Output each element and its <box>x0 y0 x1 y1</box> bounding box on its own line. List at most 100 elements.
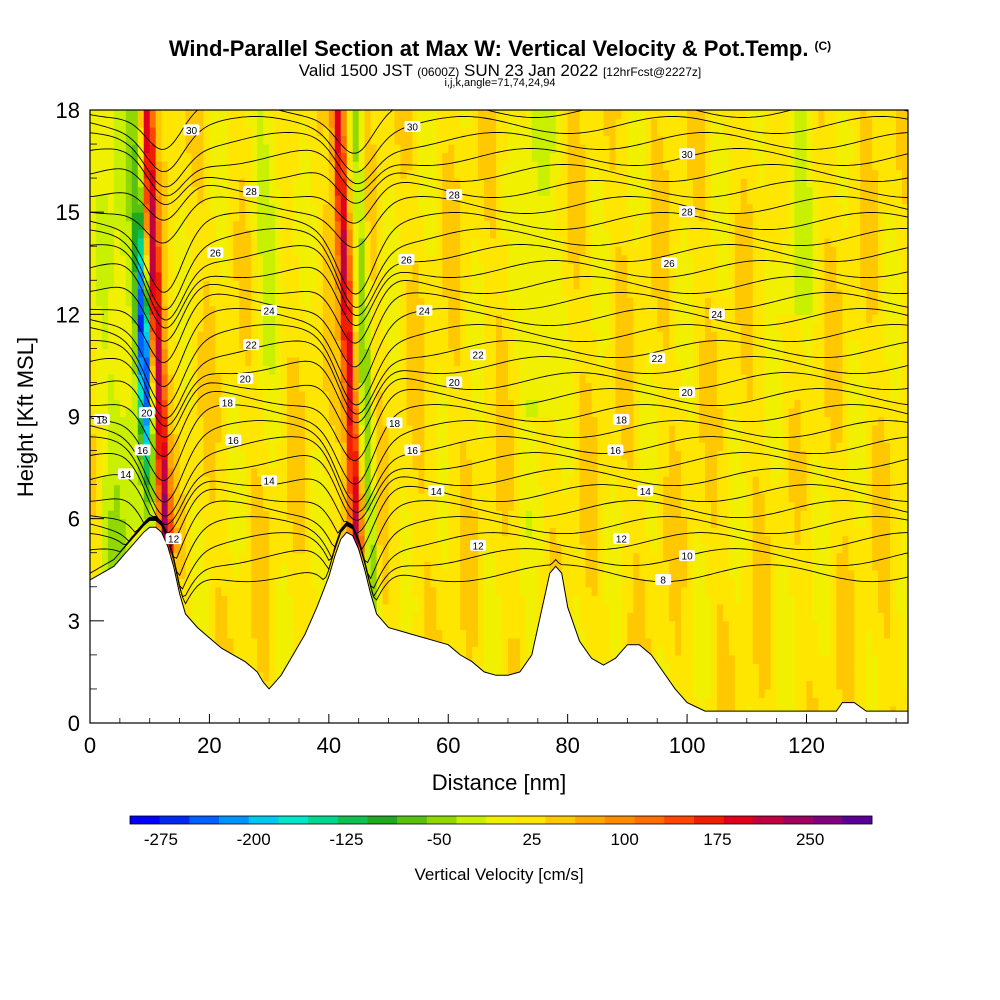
velocity-cell <box>340 297 348 307</box>
velocity-cell <box>394 322 402 332</box>
velocity-cell <box>161 254 169 264</box>
velocity-cell <box>322 569 330 579</box>
velocity-cell <box>382 314 390 324</box>
velocity-cell <box>239 127 246 137</box>
velocity-cell <box>95 339 103 349</box>
velocity-cell <box>424 195 431 205</box>
velocity-cell <box>263 654 270 664</box>
velocity-cell <box>472 212 479 222</box>
velocity-cell <box>328 484 336 494</box>
velocity-cell <box>227 425 234 435</box>
velocity-cell <box>191 339 199 349</box>
velocity-cell <box>251 612 258 622</box>
velocity-cell <box>328 271 336 281</box>
velocity-cell <box>394 144 402 154</box>
velocity-cell <box>113 254 121 264</box>
velocity-cell <box>316 263 324 273</box>
velocity-cell <box>466 203 473 213</box>
velocity-cell <box>161 288 169 298</box>
velocity-cell <box>304 186 312 196</box>
velocity-cell <box>197 450 205 460</box>
velocity-cell <box>352 237 360 247</box>
velocity-cell <box>257 390 264 401</box>
velocity-cell <box>298 297 306 307</box>
velocity-cell <box>430 612 437 622</box>
velocity-cell <box>245 603 252 613</box>
velocity-cell <box>376 510 384 520</box>
velocity-cell <box>400 535 408 545</box>
velocity-cell <box>346 407 354 418</box>
velocity-cell <box>239 467 246 477</box>
velocity-cell <box>460 237 467 247</box>
velocity-cell <box>197 620 205 630</box>
velocity-cell <box>382 203 390 213</box>
velocity-cell <box>412 144 419 154</box>
velocity-cell <box>322 510 330 520</box>
velocity-cell <box>101 331 109 341</box>
velocity-cell <box>251 203 258 213</box>
velocity-cell <box>448 407 455 418</box>
velocity-cell <box>424 246 431 256</box>
velocity-cell <box>119 263 127 273</box>
velocity-cell <box>239 637 246 647</box>
velocity-cell <box>490 501 497 511</box>
velocity-cell <box>287 339 294 349</box>
velocity-cell <box>442 152 449 162</box>
velocity-cell <box>90 322 97 332</box>
velocity-cell <box>185 254 193 264</box>
velocity-cell <box>442 178 449 188</box>
velocity-cell <box>472 373 479 384</box>
velocity-cell <box>328 246 336 256</box>
velocity-cell <box>293 365 300 375</box>
velocity-cell <box>316 178 324 188</box>
velocity-cell <box>460 195 467 205</box>
velocity-cell <box>346 229 354 239</box>
velocity-cell <box>472 527 479 537</box>
velocity-cell <box>113 229 121 239</box>
velocity-cell <box>424 425 431 435</box>
velocity-cell <box>179 442 187 452</box>
velocity-cell <box>173 399 181 409</box>
velocity-cell <box>185 382 193 392</box>
velocity-cell <box>173 263 181 273</box>
velocity-cell <box>478 399 485 409</box>
velocity-cell <box>275 186 282 196</box>
velocity-cell <box>173 203 181 213</box>
velocity-cell <box>496 442 503 452</box>
velocity-cell <box>352 373 360 384</box>
velocity-cell <box>370 127 378 137</box>
velocity-cell <box>460 314 467 324</box>
velocity-cell <box>484 314 491 324</box>
velocity-cell <box>185 178 193 188</box>
velocity-cell <box>484 416 491 426</box>
velocity-cell <box>215 220 222 230</box>
velocity-cell <box>436 459 443 469</box>
velocity-cell <box>179 110 187 120</box>
velocity-cell <box>149 280 157 290</box>
velocity-cell <box>478 186 485 196</box>
velocity-cell <box>173 161 181 171</box>
velocity-cell <box>287 442 294 452</box>
velocity-cell <box>376 220 384 230</box>
velocity-cell <box>358 442 366 452</box>
velocity-cell <box>203 399 211 409</box>
velocity-cell <box>107 339 115 349</box>
velocity-cell <box>107 127 115 137</box>
velocity-cell <box>376 322 384 332</box>
velocity-cell <box>131 510 139 520</box>
velocity-cell <box>460 254 467 264</box>
velocity-cell <box>394 237 402 247</box>
velocity-cell <box>221 535 228 545</box>
velocity-cell <box>227 203 234 213</box>
velocity-cell <box>466 161 473 171</box>
velocity-cell <box>245 280 252 290</box>
velocity-cell <box>191 552 199 562</box>
velocity-cell <box>460 459 467 469</box>
velocity-cell <box>424 186 431 196</box>
velocity-cell <box>466 280 473 290</box>
velocity-cell <box>418 237 425 247</box>
velocity-cell <box>149 237 157 247</box>
velocity-cell <box>328 195 336 205</box>
velocity-cell <box>442 288 449 298</box>
velocity-cell <box>191 373 199 384</box>
